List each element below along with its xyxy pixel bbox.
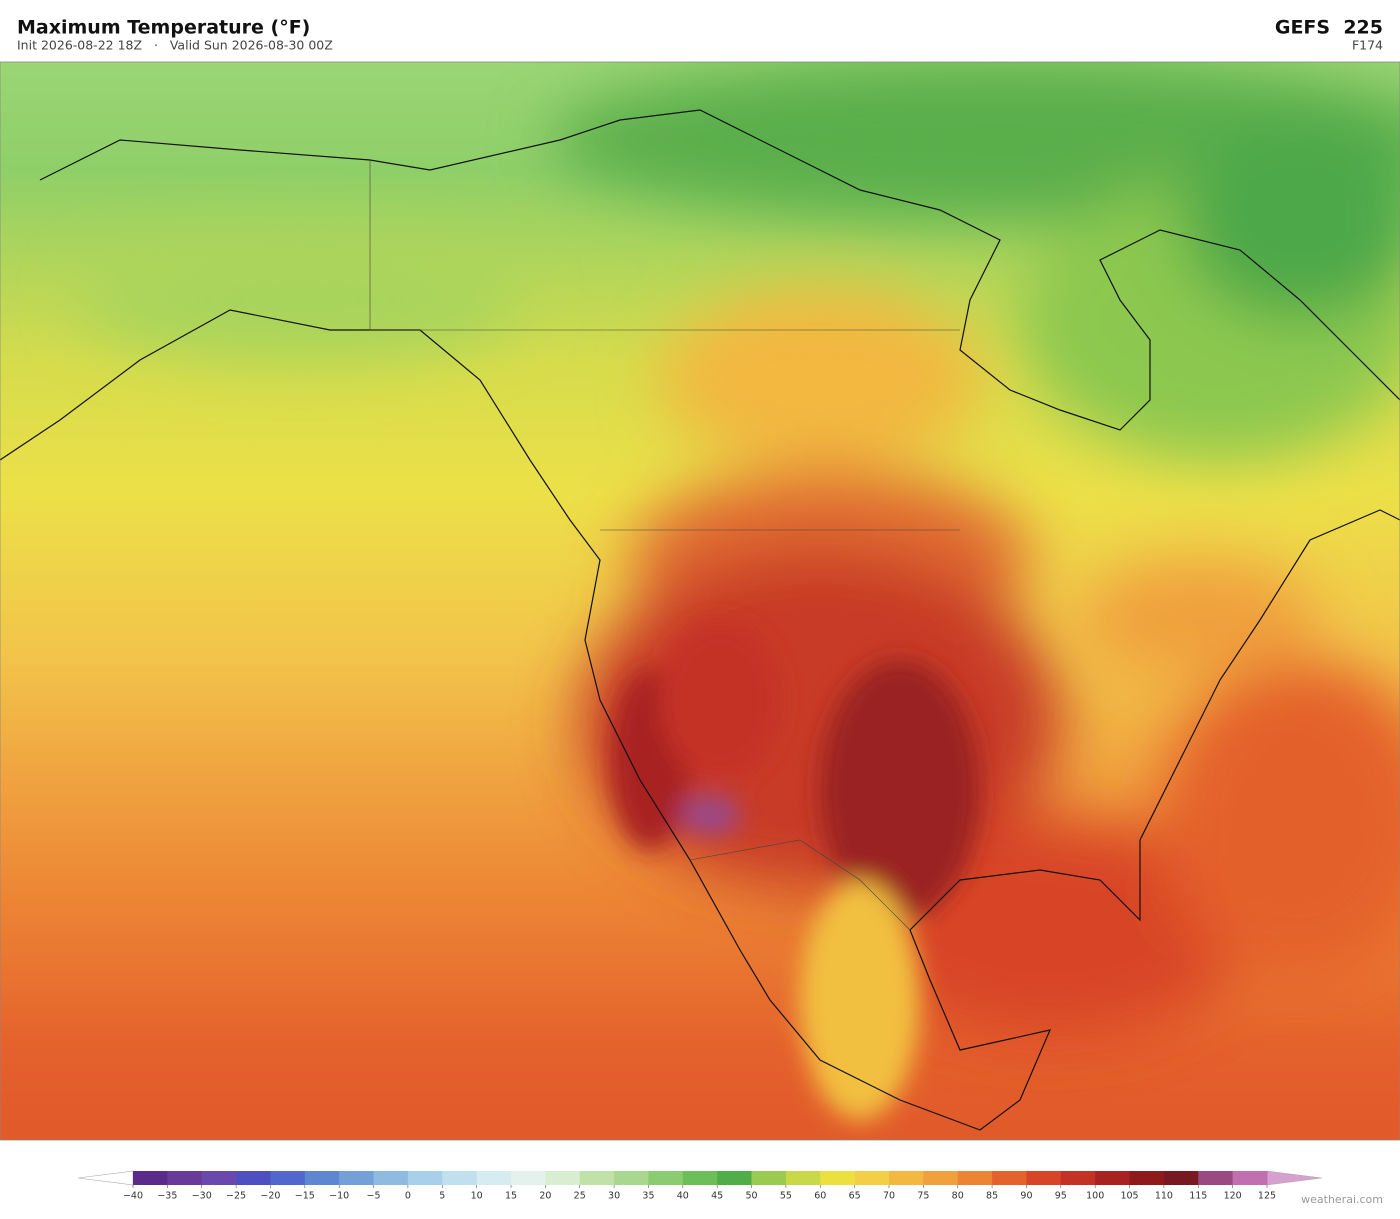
colorbar-bin <box>820 1171 856 1185</box>
colorbar-tick-label: 75 <box>917 1191 929 1202</box>
colorbar-bin <box>407 1171 443 1185</box>
colorbar-bin <box>614 1171 649 1185</box>
colorbar-tick-label: 5 <box>439 1191 445 1202</box>
colorbar-tick-label: 105 <box>1120 1191 1138 1202</box>
colorbar-tick-label: 100 <box>1086 1191 1104 1202</box>
colorbar-tick-label: 55 <box>780 1191 792 1202</box>
colorbar-tick-label: −20 <box>260 1191 280 1202</box>
colorbar-tick-label: 45 <box>711 1191 723 1202</box>
colorbar-bin <box>1095 1171 1131 1185</box>
colorbar-bin <box>270 1171 306 1185</box>
colorbar-bin <box>648 1171 684 1185</box>
colorbar-bin <box>889 1171 924 1185</box>
colorbar-tick-label: 95 <box>1055 1191 1067 1202</box>
colorbar-bin <box>1026 1171 1062 1185</box>
colorbar-bin <box>1060 1171 1096 1185</box>
colorbar-tick-label: 125 <box>1258 1191 1276 1202</box>
colorbar-tick-label: −15 <box>295 1191 315 1202</box>
colorbar-tick-label: −30 <box>192 1191 212 1202</box>
colorbar-tick-label: 110 <box>1155 1191 1173 1202</box>
subtitle: Init 2026-08-22 18Z · Valid Sun 2026-08-… <box>17 38 333 53</box>
colorbar-over <box>1266 1170 1323 1186</box>
colorbar-tick-label: 60 <box>814 1191 826 1202</box>
colorbar-tick-label: 80 <box>952 1191 964 1202</box>
colorbar-bin <box>1232 1171 1268 1185</box>
colorbar-tick-label: 40 <box>677 1191 689 1202</box>
colorbar-tick-label: −5 <box>367 1191 381 1202</box>
colorbar-bin <box>511 1171 546 1185</box>
colorbar-tick-label: −10 <box>329 1191 349 1202</box>
map <box>0 62 1400 1140</box>
colorbar-tick-label: 70 <box>883 1191 895 1202</box>
colorbar-tick-label: 65 <box>849 1191 861 1202</box>
colorbar-tick-label: 120 <box>1224 1191 1242 1202</box>
colorbar-bin <box>545 1171 581 1185</box>
colorbar-tick-label: 20 <box>539 1191 551 1202</box>
colorbar-bin <box>751 1171 787 1185</box>
colorbar-bin <box>785 1171 821 1185</box>
colorbar-tick-label: 0 <box>405 1191 411 1202</box>
colorbar-bin <box>682 1171 718 1185</box>
model: GEFS 225 <box>1275 17 1383 39</box>
colorbar-tick-label: 30 <box>608 1191 620 1202</box>
colorbar-tick-label: 115 <box>1189 1191 1207 1202</box>
colorbar: −40 −35 −30 −25 −20 −15 −10 −5 0 5 10 15 20 25 30 35 40 4… <box>77 1170 1323 1202</box>
colorbar-bin <box>133 1171 168 1185</box>
colorbar-tick-label: 90 <box>1020 1191 1032 1202</box>
colorbar-bin <box>167 1171 203 1185</box>
colorbar-bin <box>957 1171 993 1185</box>
colorbar-bin <box>854 1171 890 1185</box>
colorbar-tick-label: 50 <box>745 1191 757 1202</box>
colorbar-bin <box>476 1171 512 1185</box>
colorbar-tick-label: −40 <box>123 1191 143 1202</box>
colorbar-bin <box>1198 1171 1234 1185</box>
colorbar-bin <box>236 1171 271 1185</box>
colorbar-bin <box>717 1171 753 1185</box>
colorbar-under <box>77 1170 134 1186</box>
colorbar-bin <box>339 1171 375 1185</box>
title: Maximum Temperature (°F) <box>17 17 310 39</box>
colorbar-tick-label: 35 <box>642 1191 654 1202</box>
colorbar-tick-label: −35 <box>157 1191 177 1202</box>
colorbar-tick-label: 25 <box>574 1191 586 1202</box>
colorbar-tick-label: 10 <box>471 1191 483 1202</box>
colorbar-bin <box>1129 1171 1165 1185</box>
colorbar-bin <box>442 1171 478 1185</box>
colorbar-bin <box>1163 1171 1199 1185</box>
colorbar-tick-label: −25 <box>226 1191 246 1202</box>
colorbar-bin <box>201 1171 237 1185</box>
colorbar-bin <box>992 1171 1027 1185</box>
colorbar-bin <box>304 1171 340 1185</box>
colorbar-tick-label: 85 <box>986 1191 998 1202</box>
colorbar-bin <box>923 1171 959 1185</box>
credit: weatherai.com <box>1301 1193 1383 1206</box>
colorbar-bin <box>579 1171 615 1185</box>
forecast-hour: F174 <box>1352 38 1383 53</box>
colorbar-tick-label: 15 <box>505 1191 517 1202</box>
colorbar-bin <box>373 1171 409 1185</box>
